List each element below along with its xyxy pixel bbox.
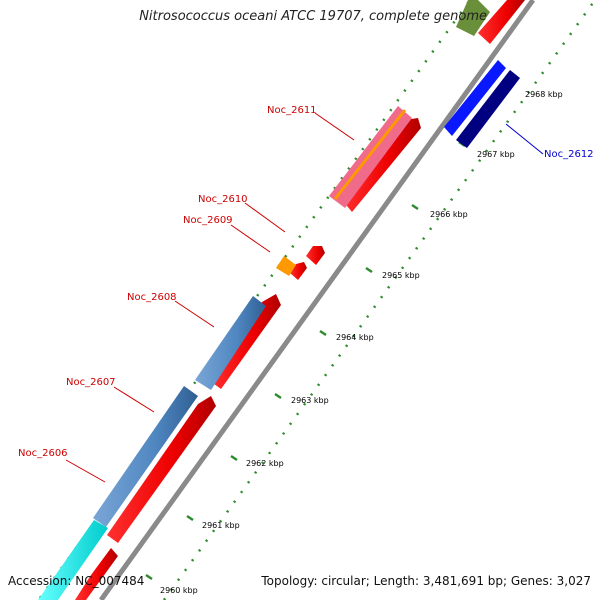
gene-arrow[interactable] [107, 396, 216, 543]
gene-label[interactable]: Noc_2611 [267, 105, 317, 116]
scale-label: 2967 kbp [477, 150, 515, 159]
accession-text: Accession: NC_007484 [8, 574, 145, 588]
genome-title: Nitrosococcus oceani ATCC 19707, complet… [139, 9, 487, 24]
label-leader-line [244, 202, 286, 233]
gene-arrow[interactable] [290, 262, 307, 280]
scale-label: 2962 kbp [246, 459, 284, 468]
gene-arrow[interactable] [478, 0, 525, 44]
gene-arrow[interactable] [306, 246, 325, 265]
genome-backbone [98, 0, 536, 600]
gene-box[interactable] [456, 0, 490, 36]
scale-label: 2965 kbp [382, 271, 420, 280]
gene-arrow[interactable] [444, 60, 506, 136]
gene-box[interactable] [195, 296, 266, 390]
gene-arrow[interactable] [342, 118, 421, 212]
gene-label[interactable]: Noc_2612 [544, 149, 594, 160]
scale-label: 2963 kbp [291, 396, 329, 405]
scale-label: 2968 kbp [525, 90, 563, 99]
outer-track-genes [38, 0, 490, 600]
topology-text: Topology: circular; Length: 3,481,691 bp… [261, 574, 591, 588]
label-leader-line [505, 123, 544, 155]
label-leader-line [113, 386, 155, 413]
gene-box[interactable] [93, 386, 198, 527]
gene-label[interactable]: Noc_2610 [198, 194, 248, 205]
gene-arrow[interactable] [75, 548, 118, 600]
label-leader-line [65, 459, 106, 483]
scale-label: 2964 kbp [336, 333, 374, 342]
label-leader-line [230, 224, 271, 253]
gene-label[interactable]: Noc_2606 [18, 448, 68, 459]
scale-label: 2966 kbp [430, 210, 468, 219]
major-ticks [145, 76, 513, 581]
gene-box [333, 109, 407, 200]
gene-label[interactable]: Noc_2608 [127, 292, 177, 303]
reverse-strand-genes [444, 60, 520, 148]
gene-label[interactable]: Noc_2609 [183, 215, 233, 226]
gene-box[interactable] [276, 256, 296, 276]
scale-label: 2960 kbp [160, 586, 198, 595]
gene-box[interactable] [38, 520, 108, 600]
label-leader-line [174, 300, 215, 328]
gene-arrow[interactable] [210, 294, 281, 389]
scale-label: 2961 kbp [202, 521, 240, 530]
gene-arrow[interactable] [456, 70, 520, 148]
forward-strand-genes [75, 0, 525, 600]
scale-tick-line-outer [38, 0, 472, 599]
gene-label[interactable]: Noc_2607 [66, 377, 116, 388]
label-leader-line [314, 112, 355, 141]
